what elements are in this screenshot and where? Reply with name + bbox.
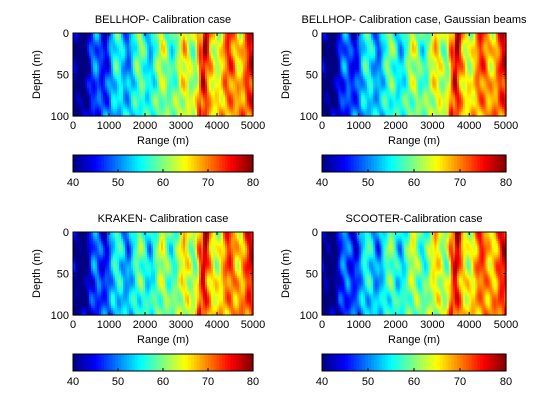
x-tick-label: 3000 (169, 120, 193, 132)
heatmap-image (322, 33, 507, 117)
x-tick-label: 1000 (347, 120, 371, 132)
colorbar (322, 354, 507, 371)
chart-title: SCOOTER-Calibration case (346, 213, 483, 225)
colorbar-tick-label: 80 (500, 376, 512, 388)
x-tick-label: 2000 (133, 120, 157, 132)
y-tick-label: 100 (51, 111, 69, 123)
chart-title: KRAKEN- Calibration case (98, 213, 229, 225)
x-axis-label: Range (m) (137, 135, 189, 147)
x-tick-label: 3000 (169, 319, 193, 331)
y-axis-label: Depth (m) (280, 249, 292, 298)
y-tick-label: 100 (300, 111, 318, 123)
x-tick-label: 2000 (383, 120, 407, 132)
y-tick-label: 100 (300, 310, 318, 322)
colorbar-tick-label: 70 (202, 376, 214, 388)
colorbar (322, 155, 507, 172)
y-tick-label: 50 (57, 269, 69, 281)
chart-title: BELLHOP- Calibration case, Gaussian beam… (302, 14, 527, 26)
y-axis-label: Depth (m) (280, 50, 292, 99)
x-tick-label: 3000 (420, 120, 444, 132)
x-axis-label: Range (m) (137, 334, 189, 346)
colorbar-tick-label: 40 (316, 177, 328, 189)
x-axis-label: Range (m) (388, 334, 440, 346)
x-tick-label: 0 (70, 319, 76, 331)
x-axis-label: Range (m) (388, 135, 440, 147)
y-axis-label: Depth (m) (31, 50, 43, 99)
x-tick-label: 0 (70, 120, 76, 132)
colorbar-tick-label: 40 (67, 376, 79, 388)
y-axis-label: Depth (m) (31, 249, 43, 298)
colorbar-tick-label: 70 (454, 177, 466, 189)
x-tick-label: 4000 (457, 120, 481, 132)
x-tick-label: 4000 (205, 319, 229, 331)
x-tick-label: 5000 (494, 319, 518, 331)
y-tick-label: 100 (51, 310, 69, 322)
colorbar-tick-label: 50 (112, 376, 124, 388)
x-tick-label: 2000 (383, 319, 407, 331)
colorbar-tick-label: 60 (408, 177, 420, 189)
colorbar-tick-label: 70 (202, 177, 214, 189)
y-tick-label: 0 (312, 28, 318, 40)
y-tick-label: 0 (63, 227, 69, 239)
x-tick-label: 3000 (420, 319, 444, 331)
colorbar-tick-label: 40 (67, 177, 79, 189)
heatmap-image (73, 33, 254, 117)
x-tick-label: 5000 (494, 120, 518, 132)
x-tick-label: 5000 (241, 120, 265, 132)
y-tick-label: 50 (57, 70, 69, 82)
colorbar (73, 354, 254, 371)
colorbar-tick-label: 80 (500, 177, 512, 189)
y-tick-label: 50 (306, 269, 318, 281)
colorbar-tick-label: 50 (362, 376, 374, 388)
x-tick-label: 0 (319, 120, 325, 132)
x-tick-label: 4000 (457, 319, 481, 331)
colorbar-tick-label: 40 (316, 376, 328, 388)
colorbar-tick-label: 50 (112, 177, 124, 189)
x-tick-label: 1000 (97, 319, 121, 331)
x-tick-label: 1000 (347, 319, 371, 331)
x-tick-label: 5000 (241, 319, 265, 331)
heatmap-image (322, 232, 507, 316)
y-tick-label: 50 (306, 70, 318, 82)
x-tick-label: 0 (319, 319, 325, 331)
chart-title: BELLHOP- Calibration case (95, 14, 231, 26)
x-tick-label: 2000 (133, 319, 157, 331)
colorbar-tick-label: 60 (157, 177, 169, 189)
colorbar-tick-label: 70 (454, 376, 466, 388)
x-tick-label: 4000 (205, 120, 229, 132)
y-tick-label: 0 (312, 227, 318, 239)
colorbar (73, 155, 254, 172)
colorbar-tick-label: 60 (408, 376, 420, 388)
colorbar-tick-label: 60 (157, 376, 169, 388)
heatmap-image (73, 232, 254, 316)
x-tick-label: 1000 (97, 120, 121, 132)
colorbar-tick-label: 50 (362, 177, 374, 189)
colorbar-tick-label: 80 (247, 376, 259, 388)
colorbar-tick-label: 80 (247, 177, 259, 189)
y-tick-label: 0 (63, 28, 69, 40)
